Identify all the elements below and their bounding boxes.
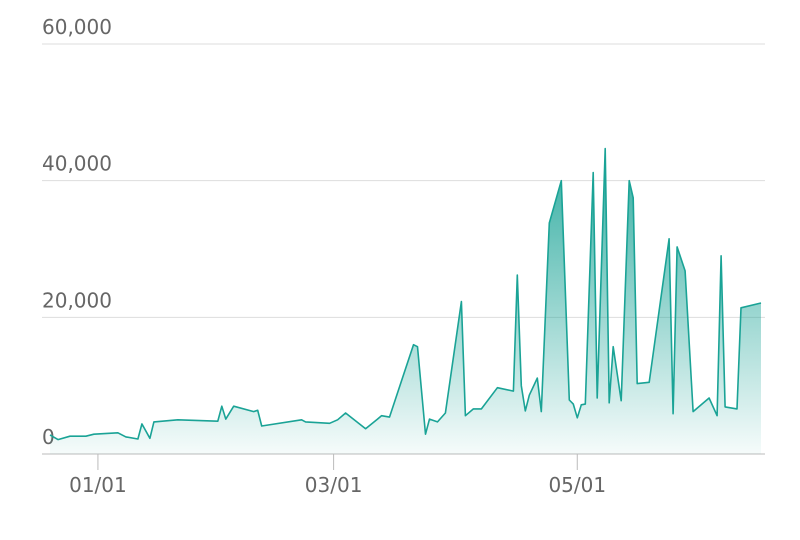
y-tick-label: 60,000 <box>42 15 112 39</box>
y-tick-label: 40,000 <box>42 152 112 176</box>
line <box>49 147 762 441</box>
x-tick-label: 05/01 <box>548 473 606 497</box>
x-tick-label: 01/01 <box>69 473 127 497</box>
x-tick-label: 03/01 <box>305 473 363 497</box>
area-fill <box>50 148 761 454</box>
y-tick-label: 20,000 <box>42 288 112 312</box>
